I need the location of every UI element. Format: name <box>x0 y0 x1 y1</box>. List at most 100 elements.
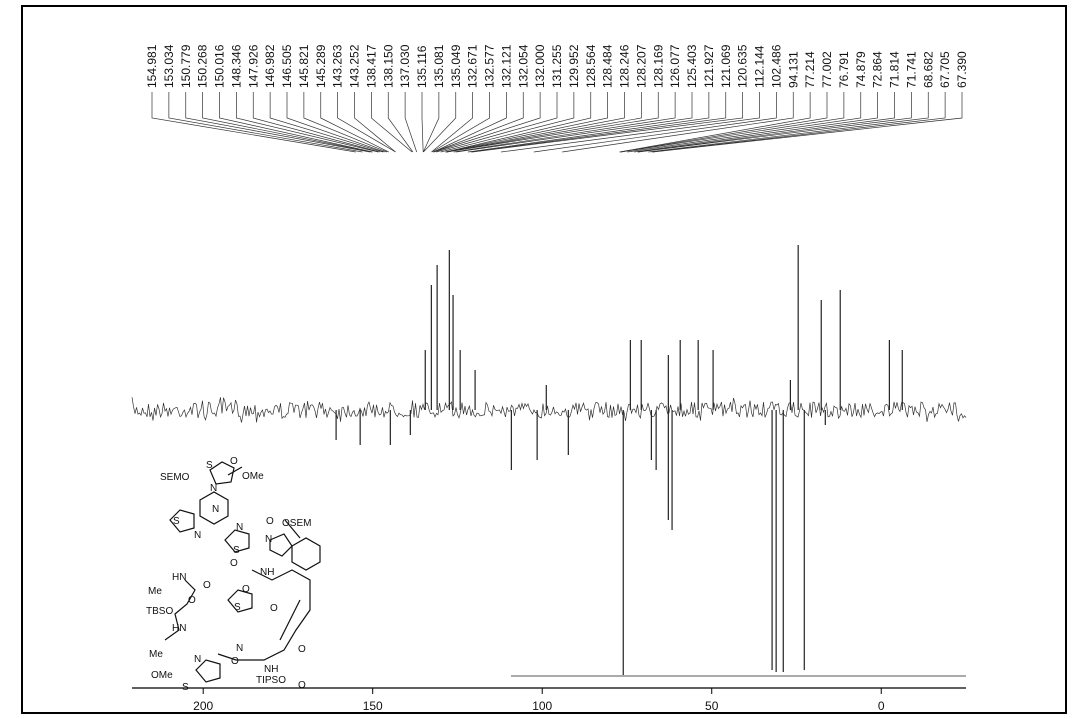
baseline-noise <box>131 397 967 423</box>
peak-label: 129.952 <box>567 44 581 88</box>
structure-label: O <box>298 644 306 655</box>
structure-label: O <box>231 656 239 667</box>
peak-leader <box>446 92 659 153</box>
structure-label: TBSO <box>146 606 173 617</box>
peak-leader <box>445 92 608 153</box>
structure-label: S <box>234 602 241 613</box>
peak-label: 102.486 <box>769 44 783 88</box>
structure-label: S <box>173 516 180 527</box>
peak-label: 132.671 <box>466 44 480 88</box>
peak-label: 154.981 <box>145 44 159 88</box>
peak-leader <box>185 92 371 153</box>
structure-label: O <box>203 580 211 591</box>
peak-leader <box>421 92 424 153</box>
peak-leader <box>445 92 592 153</box>
peak-label: 153.034 <box>162 44 176 88</box>
structure-drawing <box>164 461 321 683</box>
peak-label: 71.814 <box>888 51 902 88</box>
peak-leader <box>404 92 418 153</box>
structure-label: HN <box>172 623 186 634</box>
peak-label: 76.791 <box>837 51 851 88</box>
peak-leader <box>202 92 372 153</box>
peak-label: 147.926 <box>246 44 260 88</box>
peak-leader <box>637 92 895 153</box>
peak-leader <box>562 92 794 153</box>
structure-label: NH <box>264 664 278 675</box>
structure-label: OSEM <box>282 518 311 529</box>
structure-label: O <box>270 603 278 614</box>
peak-leader <box>371 92 413 153</box>
peak-label: 68.682 <box>921 51 935 88</box>
structure-label: N <box>236 643 243 654</box>
peak-label: 125.403 <box>685 44 699 88</box>
structure-label: S <box>233 545 240 556</box>
peak-label: 132.577 <box>483 44 497 88</box>
peak-label: 120.635 <box>736 44 750 88</box>
peak-leader <box>337 92 396 153</box>
peak-leader <box>533 92 777 153</box>
peak-label: 131.255 <box>550 44 564 88</box>
structure-label: N <box>212 504 219 515</box>
structure-label: SEMO <box>160 472 190 483</box>
peak-leader <box>168 92 363 153</box>
peak-leader <box>423 92 457 153</box>
peak-leader <box>440 92 575 153</box>
structure-label: N <box>236 522 243 533</box>
peak-leader <box>627 92 862 153</box>
peak-leader <box>236 92 379 153</box>
peak-leader <box>651 92 946 153</box>
structure-label: HN <box>172 572 186 583</box>
peak-label: 67.390 <box>955 51 969 88</box>
peak-leader <box>446 92 642 153</box>
peak-label: 135.116 <box>415 45 429 88</box>
peak-leader <box>453 92 676 153</box>
peak-leader <box>620 92 845 153</box>
peak-label: 71.741 <box>904 51 918 88</box>
peak-label: 121.927 <box>702 44 716 88</box>
structure-label: N <box>194 530 201 541</box>
peak-leader <box>634 92 878 153</box>
peak-label: 128.484 <box>601 44 615 88</box>
peak-leader <box>354 92 396 153</box>
peak-leader <box>620 92 828 153</box>
peak-label: 126.077 <box>668 44 682 88</box>
peak-label: 72.864 <box>871 51 885 88</box>
structure-label: O <box>242 584 250 595</box>
peak-label: 132.000 <box>533 44 547 88</box>
frame <box>21 5 1067 714</box>
peak-label: 128.169 <box>651 44 665 88</box>
structure-label: S <box>182 682 189 693</box>
peak-label: 128.564 <box>584 44 598 88</box>
peak-leader <box>320 92 389 153</box>
peak-leader <box>652 92 963 153</box>
x-tick-label: 100 <box>532 699 552 713</box>
peak-leader <box>637 92 912 153</box>
peak-leader <box>387 92 414 153</box>
peak-label: 137.030 <box>398 44 412 88</box>
peak-label: 74.879 <box>854 51 868 88</box>
peak-leader <box>501 92 760 153</box>
peak-label: 128.246 <box>618 44 632 88</box>
structure-label: Me <box>149 649 163 660</box>
peak-leader <box>252 92 380 153</box>
peak-label: 150.016 <box>213 44 227 88</box>
structure-label: TIPSO <box>256 675 286 686</box>
peak-label: 145.821 <box>297 44 311 88</box>
structure-label: N <box>194 654 201 665</box>
peak-label: 121.069 <box>719 44 733 88</box>
structure-label: O <box>266 516 274 527</box>
structure-label: O <box>188 595 196 606</box>
peak-label: 138.150 <box>381 44 395 88</box>
peak-label: 150.779 <box>179 44 193 88</box>
x-tick-label: 200 <box>193 699 213 713</box>
structure-label: OMe <box>242 471 264 482</box>
peak-label: 138.417 <box>364 44 378 88</box>
peak-leader <box>433 92 541 153</box>
peak-leader <box>433 92 524 153</box>
peak-label: 77.002 <box>820 51 834 88</box>
peak-leader <box>431 92 490 153</box>
structure-label: N <box>210 483 217 494</box>
peak-label: 150.268 <box>196 44 210 88</box>
peak-label: 143.263 <box>331 44 345 88</box>
peak-leader <box>422 92 440 153</box>
